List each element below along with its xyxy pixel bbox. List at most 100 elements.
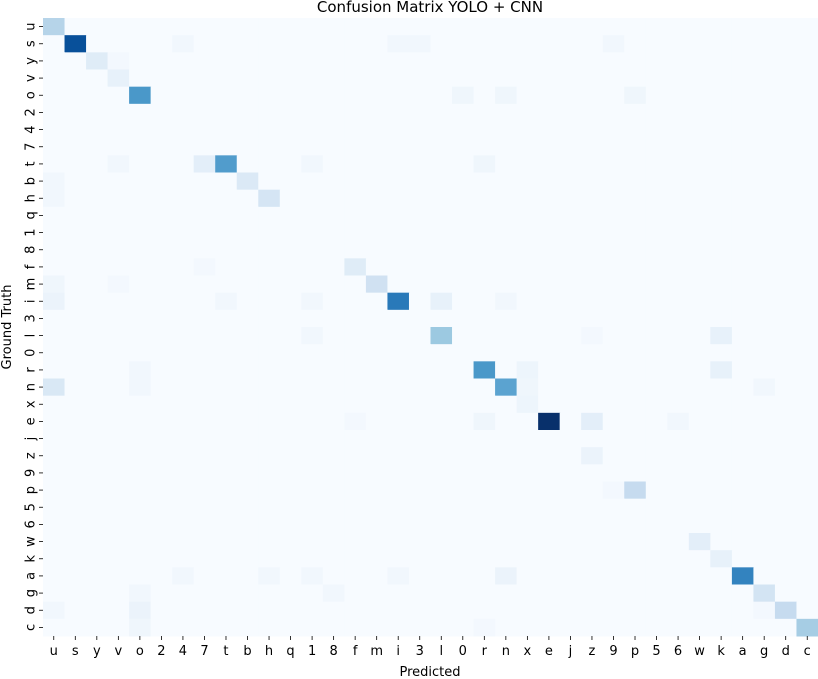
heatmap-cell-4-x — [516, 121, 539, 139]
heatmap-cell-j-8 — [322, 430, 345, 448]
heatmap-cell-t-p — [624, 155, 647, 173]
heatmap-cell-i-j — [559, 292, 582, 311]
heatmap-cell-a-u — [43, 567, 66, 585]
x-tick-label-8: 8 — [329, 644, 337, 659]
heatmap-cell-p-g — [753, 481, 776, 500]
heatmap-cell-x-e — [538, 395, 561, 414]
heatmap-cell-7-2 — [150, 138, 173, 156]
heatmap-cell-f-2 — [150, 258, 173, 276]
heatmap-cell-u-8 — [322, 18, 345, 36]
heatmap-cell-p-o — [129, 481, 152, 500]
heatmap-cell-4-r — [473, 121, 496, 139]
heatmap-cell-5-i — [387, 498, 410, 517]
heatmap-cell-d-9 — [602, 601, 625, 620]
heatmap-cell-c-p — [624, 618, 647, 637]
heatmap-cell-n-d — [774, 378, 797, 397]
heatmap-cell-i-9 — [602, 292, 625, 311]
heatmap-cell-c-s — [64, 618, 87, 637]
heatmap-cell-v-l — [430, 69, 453, 88]
heatmap-cell-u-c — [796, 18, 818, 36]
heatmap-cell-g-i — [387, 584, 410, 603]
heatmap-cell-r-o — [129, 361, 152, 379]
heatmap-cell-b-g — [753, 172, 776, 191]
heatmap-cell-z-2 — [150, 447, 173, 465]
heatmap-cell-m-1 — [301, 275, 324, 294]
heatmap-cell-i-7 — [193, 292, 216, 311]
heatmap-cell-b-i — [387, 172, 410, 191]
heatmap-cell-l-z — [581, 327, 604, 345]
heatmap-cell-e-4 — [172, 412, 195, 431]
heatmap-cell-w-g — [753, 533, 776, 551]
heatmap-cell-h-m — [365, 189, 388, 208]
heatmap-cell-l-i — [387, 327, 410, 345]
heatmap-cell-m-2 — [150, 275, 173, 294]
heatmap-cell-r-l — [430, 361, 453, 379]
heatmap-cell-0-c — [796, 344, 818, 362]
heatmap-cell-w-f — [344, 533, 367, 551]
heatmap-cell-j-g — [753, 430, 776, 448]
heatmap-cell-7-g — [753, 138, 776, 156]
heatmap-cell-6-l — [430, 515, 453, 534]
heatmap-cell-7-x — [516, 138, 539, 156]
heatmap-cell-v-2 — [150, 69, 173, 88]
heatmap-cell-w-r — [473, 533, 496, 551]
heatmap-cell-3-m — [365, 309, 388, 328]
heatmap-cell-8-f — [344, 241, 367, 259]
heatmap-cell-r-w — [688, 361, 711, 379]
heatmap-cell-o-d — [774, 86, 797, 105]
heatmap-cell-8-7 — [193, 241, 216, 259]
heatmap-cell-7-0 — [452, 138, 475, 156]
heatmap-cell-0-i — [387, 344, 410, 362]
y-tick-label-w: w — [24, 536, 39, 547]
heatmap-cell-o-q — [279, 86, 302, 105]
heatmap-cell-l-m — [365, 327, 388, 345]
heatmap-cell-l-9 — [602, 327, 625, 345]
heatmap-cell-z-s — [64, 447, 87, 465]
heatmap-cell-z-w — [688, 447, 711, 465]
heatmap-cell-l-k — [710, 327, 733, 345]
heatmap-cell-i-v — [107, 292, 130, 311]
heatmap-cell-e-d — [774, 412, 797, 431]
heatmap-cell-2-t — [215, 103, 238, 122]
heatmap-cell-j-j — [559, 430, 582, 448]
heatmap-cell-y-f — [344, 52, 367, 70]
heatmap-cell-1-u — [43, 224, 66, 242]
heatmap-cell-9-9 — [602, 464, 625, 482]
heatmap-cell-8-8 — [322, 241, 345, 259]
heatmap-cell-b-a — [731, 172, 754, 191]
heatmap-cell-0-d — [774, 344, 797, 362]
heatmap-cell-k-z — [581, 550, 604, 568]
heatmap-cell-d-1 — [301, 601, 324, 620]
heatmap-cell-m-b — [236, 275, 259, 294]
heatmap-cell-n-b — [236, 378, 259, 397]
heatmap-cell-8-d — [774, 241, 797, 259]
heatmap-cell-6-i — [387, 515, 410, 534]
heatmap-cell-y-h — [258, 52, 281, 70]
heatmap-cell-6-8 — [322, 515, 345, 534]
heatmap-cell-m-x — [516, 275, 539, 294]
heatmap-cell-3-9 — [602, 309, 625, 328]
heatmap-cell-0-7 — [193, 344, 216, 362]
heatmap-cell-l-f — [344, 327, 367, 345]
heatmap-cell-9-8 — [322, 464, 345, 482]
heatmap-cell-g-q — [279, 584, 302, 603]
heatmap-cell-y-2 — [150, 52, 173, 70]
heatmap-cell-9-f — [344, 464, 367, 482]
x-tick-label-z: z — [589, 644, 596, 659]
heatmap-cell-u-0 — [452, 18, 475, 36]
heatmap-cell-r-t — [215, 361, 238, 379]
heatmap-cell-5-e — [538, 498, 561, 517]
heatmap-cell-o-3 — [408, 86, 431, 105]
heatmap-cell-d-r — [473, 601, 496, 620]
heatmap-cell-u-z — [581, 18, 604, 36]
heatmap-cell-e-v — [107, 412, 130, 431]
heatmap-cell-i-s — [64, 292, 87, 311]
heatmap-cell-g-8 — [322, 584, 345, 603]
heatmap-cell-6-7 — [193, 515, 216, 534]
heatmap-cell-6-9 — [602, 515, 625, 534]
heatmap-cell-z-m — [365, 447, 388, 465]
heatmap-cell-g-u — [43, 584, 66, 603]
heatmap-cell-d-n — [495, 601, 518, 620]
heatmap-cell-r-h — [258, 361, 281, 379]
heatmap-cell-m-d — [774, 275, 797, 294]
